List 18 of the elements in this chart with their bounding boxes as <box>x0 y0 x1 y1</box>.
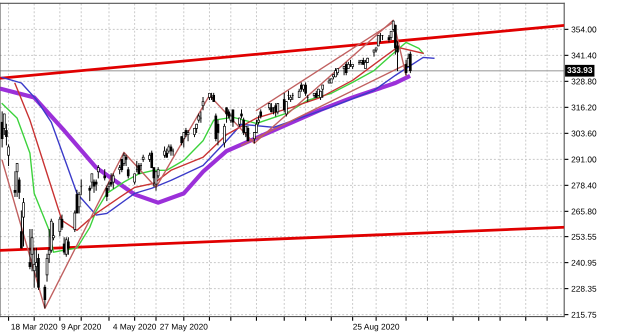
y-tick-label: 215.75 <box>572 312 596 318</box>
y-tick-label: 265.80 <box>572 208 596 214</box>
y-tick-label: 278.40 <box>572 182 596 188</box>
y-tick-label: 328.80 <box>571 78 596 84</box>
x-tick-label: 25 Aug 2020 <box>353 324 400 332</box>
y-tick-label: 240.95 <box>572 260 596 266</box>
y-tick-label: 291.00 <box>572 156 596 162</box>
x-tick-label: 27 May 2020 <box>160 324 208 332</box>
y-tick-label: 253.55 <box>572 234 596 240</box>
y-tick-label: 354.00 <box>571 26 596 32</box>
y-tick-label: 316.20 <box>571 104 596 110</box>
y-tick-label: 303.60 <box>571 130 596 136</box>
y-tick-label: 341.40 <box>571 52 596 58</box>
ref-line-label: 333.93 <box>567 67 592 74</box>
x-tick-label: 9 Apr 2020 <box>61 324 102 332</box>
y-tick-label: 228.35 <box>572 286 596 292</box>
x-tick-label: 18 Mar 2020 <box>11 324 58 330</box>
x-tick-label: 4 May 2020 <box>113 324 156 332</box>
